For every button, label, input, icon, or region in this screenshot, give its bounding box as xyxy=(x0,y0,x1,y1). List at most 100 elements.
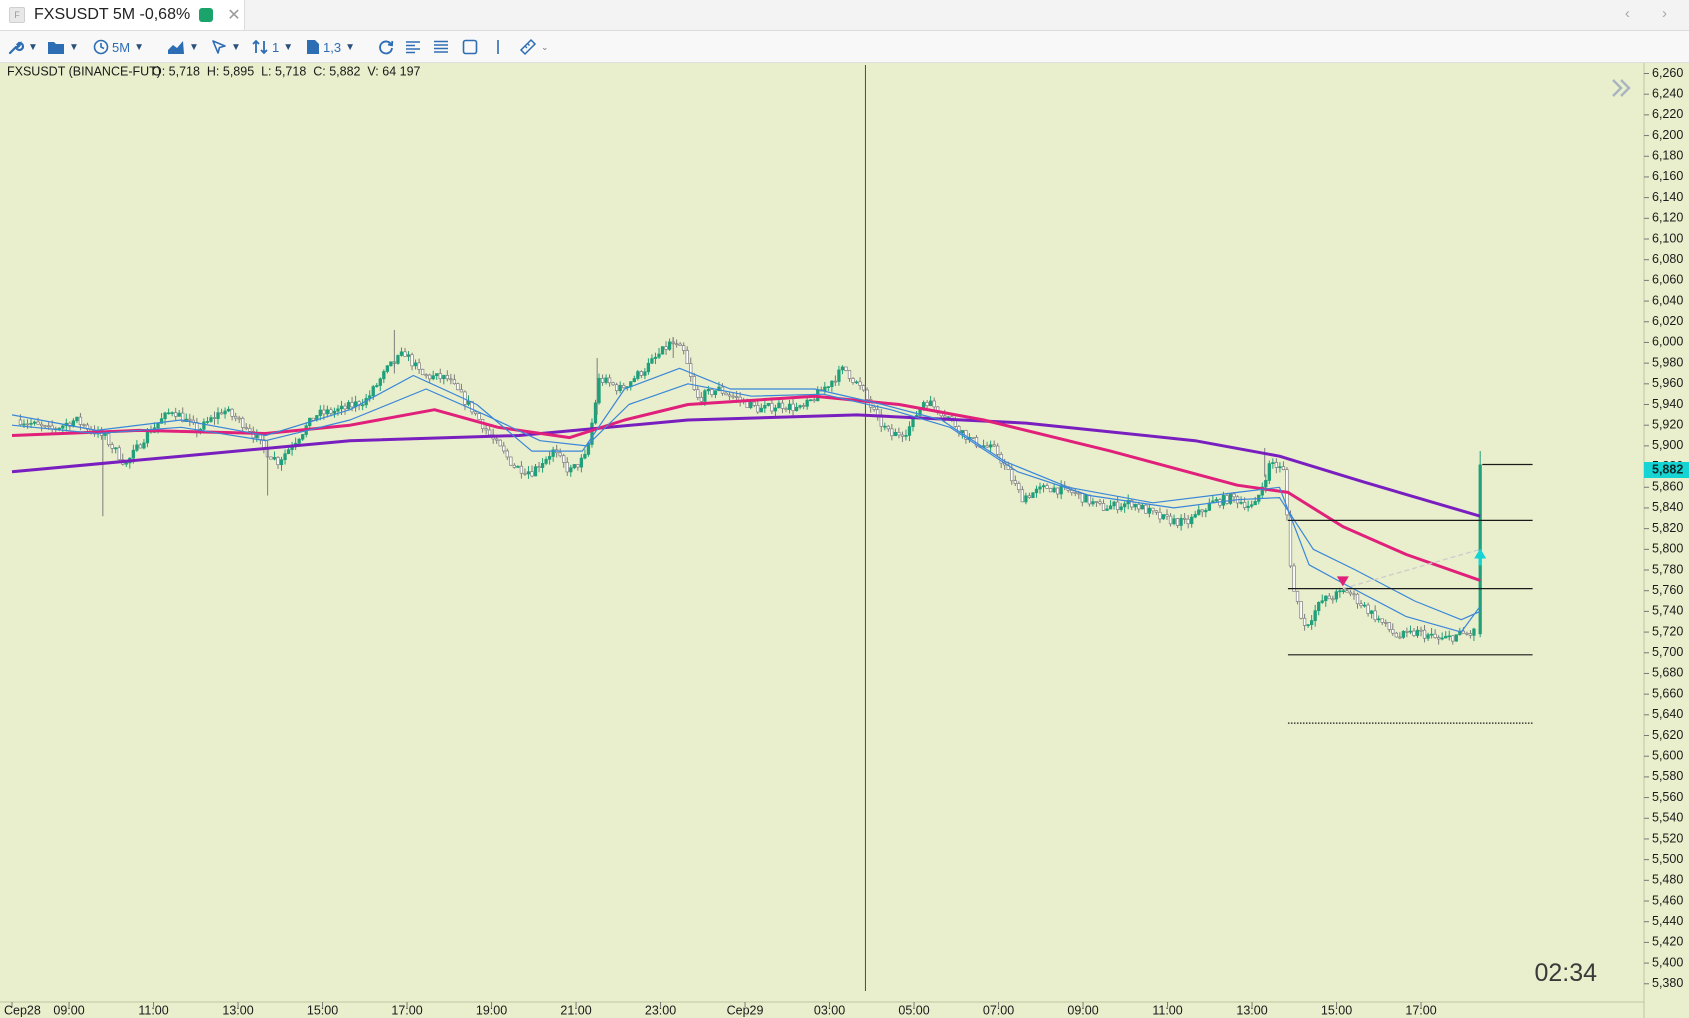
candle-body xyxy=(749,401,753,409)
vertical-line-icon xyxy=(497,40,499,54)
candle-body xyxy=(1380,618,1384,623)
candle-body xyxy=(1207,502,1211,511)
cursor-icon xyxy=(212,40,226,54)
price-tick-label: 5,660 xyxy=(1652,686,1683,700)
frame-button[interactable] xyxy=(462,36,478,58)
candle-body xyxy=(1151,507,1155,512)
candle-body xyxy=(311,417,315,421)
candle-body xyxy=(420,368,425,376)
candle-body xyxy=(858,381,862,386)
ruler-button[interactable]: ⌄ xyxy=(519,36,549,58)
chart-tab[interactable]: F FXSUSDT 5M -0,68% ✕ xyxy=(0,0,245,30)
candle-body xyxy=(1013,480,1017,484)
candle-body xyxy=(1426,634,1430,639)
candle-body xyxy=(329,409,333,414)
candle-body xyxy=(1048,488,1053,493)
candle-body xyxy=(1419,629,1423,632)
candle-body xyxy=(1355,593,1360,605)
price-tick-label: 6,120 xyxy=(1652,211,1683,225)
candle-body xyxy=(177,412,181,417)
price-tick-label: 5,760 xyxy=(1652,583,1683,597)
candle-body xyxy=(876,409,880,416)
candle-body xyxy=(110,444,114,449)
price-tick-label: 5,780 xyxy=(1652,562,1683,576)
price-chart[interactable]: 6,260 6,240 6,220 6,200 6,180 6,160 6,140 6,120… xyxy=(0,63,1689,1018)
price-tick-label: 5,840 xyxy=(1652,500,1683,514)
price-tick-label: 5,920 xyxy=(1652,417,1683,431)
tab-scroll-arrows[interactable]: ‹ › xyxy=(1624,5,1681,22)
chart-toolbar: ▼ ▼ 5M ▼ ▼ ▼ 1 ▼ 1,3 ▼ ⌄ xyxy=(0,31,1689,63)
candle-body xyxy=(1168,515,1173,525)
price-tick-label: 5,680 xyxy=(1652,666,1683,680)
price-tick-label: 6,240 xyxy=(1652,86,1683,100)
candle-body xyxy=(996,445,1000,455)
candle-body xyxy=(1447,635,1451,638)
candle-body xyxy=(442,375,446,380)
candle-body xyxy=(1108,505,1113,510)
candle-body xyxy=(639,371,644,376)
scale-button[interactable]: 1,3 ▼ xyxy=(306,36,355,58)
candle-body xyxy=(332,410,337,414)
cursor-button[interactable]: ▼ xyxy=(211,36,241,58)
candle-body xyxy=(1070,490,1074,493)
candle-body xyxy=(844,366,848,371)
candle-body xyxy=(1408,630,1413,633)
candle-body xyxy=(826,386,830,389)
price-tick-label: 5,560 xyxy=(1652,790,1683,804)
candle-body xyxy=(597,377,601,404)
candle-body xyxy=(1010,469,1014,482)
close-tab-icon[interactable]: ✕ xyxy=(227,7,241,24)
candle-body xyxy=(1317,602,1321,612)
candle-body xyxy=(618,385,622,392)
candle-body xyxy=(971,436,975,439)
candle-body xyxy=(82,424,86,426)
symbol-info: FXSUSDT (BINANCE-FUT) xyxy=(7,64,161,78)
candle-body xyxy=(572,464,576,469)
candle-body xyxy=(1084,494,1088,503)
candle-body xyxy=(943,415,947,418)
price-tick-label: 5,740 xyxy=(1652,604,1683,618)
collapse-panel-icon[interactable] xyxy=(1612,79,1631,97)
list-button[interactable] xyxy=(433,36,449,58)
candle-body xyxy=(692,376,696,391)
time-tick-label: 11:00 xyxy=(1152,1003,1182,1017)
candle-body xyxy=(1444,635,1448,639)
candle-body xyxy=(579,457,584,468)
candle-body xyxy=(1165,514,1169,517)
candle-body xyxy=(1366,604,1370,614)
chart-type-button[interactable]: ▼ xyxy=(167,36,199,58)
candle-body xyxy=(907,426,912,436)
refresh-button[interactable] xyxy=(378,36,394,58)
bar-count-button[interactable]: 1 ▼ xyxy=(251,36,293,58)
candle-body xyxy=(205,421,210,423)
price-tick-label: 6,080 xyxy=(1652,252,1683,266)
candle-body xyxy=(1369,610,1374,614)
price-tick-label: 5,600 xyxy=(1652,749,1683,763)
candle-body xyxy=(1394,632,1398,638)
time-tick-label: 15:00 xyxy=(307,1003,338,1017)
candle-body xyxy=(413,362,418,367)
timeframe-button[interactable]: 5M ▼ xyxy=(93,36,144,58)
wrench-icon xyxy=(8,40,24,55)
candle-body xyxy=(576,464,580,468)
candle-body xyxy=(78,416,83,425)
candle-body xyxy=(1052,487,1056,493)
vertical-line-button[interactable] xyxy=(494,36,502,58)
folder-icon xyxy=(48,41,64,54)
candle-body xyxy=(562,455,566,463)
open-button[interactable]: ▼ xyxy=(47,36,79,58)
candle-body xyxy=(318,409,322,416)
candle-body xyxy=(1221,495,1226,506)
price-tick-label: 5,580 xyxy=(1652,769,1683,783)
candle-body xyxy=(1320,600,1324,603)
text-align-button[interactable] xyxy=(405,36,421,58)
candle-body xyxy=(1281,466,1286,470)
candle-body xyxy=(209,417,213,422)
candle-body xyxy=(1133,503,1137,508)
status-indicator-icon xyxy=(199,8,214,22)
settings-button[interactable]: ▼ xyxy=(8,36,38,58)
candle-body xyxy=(1401,631,1406,638)
candle-body xyxy=(1091,501,1095,505)
chevron-down-icon: ⌄ xyxy=(541,41,549,52)
candle-body xyxy=(791,403,795,412)
